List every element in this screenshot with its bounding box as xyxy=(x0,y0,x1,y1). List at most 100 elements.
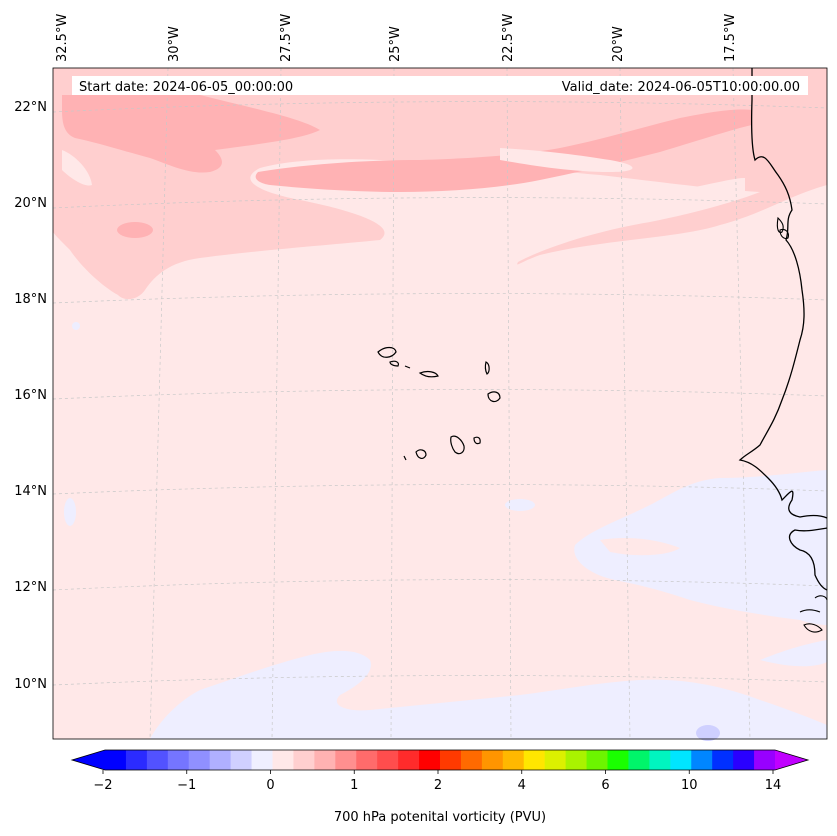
longitude-labels: 32.5°W 30°W 27.5°W 25°W 22.5°W 20°W 17.5… xyxy=(55,14,738,62)
colorbar-segment xyxy=(209,750,232,770)
island-sao-nicolau xyxy=(418,370,439,378)
island-maio xyxy=(473,436,481,445)
island-santiago xyxy=(450,435,465,455)
colorbar-tick-label: 2 xyxy=(434,778,442,793)
colorbar-segment xyxy=(398,750,420,770)
island-santa-luzia xyxy=(404,365,411,369)
colorbar-segment xyxy=(125,750,148,770)
coastline-africa xyxy=(738,68,828,519)
colorbar-outline xyxy=(70,749,810,771)
lat-label: 22°N xyxy=(14,100,47,115)
colorbar-segment xyxy=(460,750,483,770)
cape-verde-islands xyxy=(377,346,501,461)
info-banner xyxy=(72,76,808,95)
coast-detail-3 xyxy=(799,609,821,613)
colorbar-segment xyxy=(167,750,190,770)
colorbar-segment xyxy=(502,750,525,770)
colorbar-segment xyxy=(188,750,211,770)
colorbar-tick-label: 0 xyxy=(266,778,274,793)
colorbar-segment xyxy=(377,750,399,770)
colorbar-tick-label: 1 xyxy=(350,778,358,793)
lat-label: 12°N xyxy=(14,580,47,595)
lat-label: 10°N xyxy=(14,677,47,692)
coast-detail-1 xyxy=(776,216,784,234)
colorbar-segment xyxy=(335,750,357,770)
lat-label: 14°N xyxy=(14,484,47,499)
pv-region-pale-blue-south xyxy=(150,650,827,739)
coast-detail-2 xyxy=(779,228,789,240)
pv-pale-patch-2 xyxy=(500,148,633,172)
coast-detail-4 xyxy=(803,623,823,633)
colorbar-segment xyxy=(293,750,315,770)
colorbar-segment xyxy=(544,750,567,770)
colorbar-tick-label: 14 xyxy=(765,778,782,793)
graticule xyxy=(52,67,828,740)
pv-band-main xyxy=(255,109,752,192)
lon-label: 22.5°W xyxy=(501,14,516,62)
island-fogo xyxy=(415,449,427,459)
colorbar-segment xyxy=(754,750,776,770)
pv-region-pale-blue-east-2 xyxy=(760,640,827,667)
colorbar-segment xyxy=(105,750,127,770)
lon-label: 20°W xyxy=(611,26,626,62)
colorbar-segment xyxy=(251,750,273,770)
colorbar-segment xyxy=(712,750,734,770)
colorbar-segment xyxy=(649,750,671,770)
coastline-africa-south xyxy=(788,527,828,591)
lat-label: 18°N xyxy=(14,292,47,307)
colorbar-segment xyxy=(419,750,441,770)
colorbar-tick-label: 10 xyxy=(681,778,698,793)
colorbar-segment xyxy=(230,750,253,770)
lat-label: 16°N xyxy=(14,388,47,403)
map-frame xyxy=(52,67,828,740)
pv-spot-1 xyxy=(117,222,153,238)
pv-band-upper xyxy=(62,95,320,173)
colorbar-tick-label: 6 xyxy=(601,778,609,793)
pv-region-pale-blue-east xyxy=(574,470,827,625)
pv-pale-blue-spot-3 xyxy=(72,322,80,330)
colorbar-segment xyxy=(440,750,462,770)
start-date-text: Start date: 2024-06-05_00:00:00 xyxy=(79,80,293,95)
colorbar-segment xyxy=(733,750,755,770)
colorbar-segment xyxy=(691,750,713,770)
colorbar-segments xyxy=(105,750,776,770)
colorbar-segment xyxy=(628,750,650,770)
colorbar-tick-label: −1 xyxy=(177,778,196,793)
island-sal xyxy=(484,361,490,375)
island-brava xyxy=(403,455,407,461)
colorbar-arrow-left xyxy=(72,750,105,770)
pv-pale-patch-4 xyxy=(600,537,680,556)
lat-label: 20°N xyxy=(14,196,47,211)
colorbar: −2 −1 0 1 2 4 6 10 14 700 hPa potenital vorticit… xyxy=(70,749,810,825)
colorbar-arrow-right xyxy=(775,750,808,770)
latitude-labels: 22°N 20°N 18°N 16°N 14°N 12°N 10°N xyxy=(14,100,47,692)
colorbar-label: 700 hPa potenital vorticity (PVU) xyxy=(334,810,546,825)
lon-label: 27.5°W xyxy=(279,14,294,62)
map-panel xyxy=(52,67,828,741)
pv-pale-blue-spot-1 xyxy=(505,499,535,511)
colorbar-segment xyxy=(146,750,169,770)
island-boa-vista xyxy=(487,391,501,403)
valid-date-text: Valid_date: 2024-06-05T10:00:00.00 xyxy=(562,80,800,95)
pv-region-light-pink-west xyxy=(53,170,96,229)
lon-label: 32.5°W xyxy=(55,14,70,62)
island-sao-vicente xyxy=(389,360,400,367)
colorbar-tick-label: 4 xyxy=(518,778,526,793)
colorbar-segment xyxy=(670,750,692,770)
colorbar-segment xyxy=(272,750,294,770)
lon-label: 30°W xyxy=(167,26,182,62)
lon-label: 17.5°W xyxy=(723,14,738,62)
colorbar-ticks: −2 −1 0 1 2 4 6 10 14 xyxy=(93,770,781,793)
colorbar-segment xyxy=(565,750,588,770)
colorbar-tick-label: −2 xyxy=(93,778,112,793)
colorbar-segment xyxy=(356,750,378,770)
pv-pale-patch-3 xyxy=(548,178,745,231)
pv-pale-blue-spot-2 xyxy=(64,498,76,526)
colorbar-segment xyxy=(586,750,608,770)
colorbar-segment xyxy=(481,750,504,770)
colorbar-segment xyxy=(314,750,336,770)
pv-blue-spot xyxy=(696,725,720,741)
pv-pale-patch-1 xyxy=(62,150,92,186)
island-santo-antao xyxy=(377,346,397,358)
colorbar-segment xyxy=(523,750,546,770)
